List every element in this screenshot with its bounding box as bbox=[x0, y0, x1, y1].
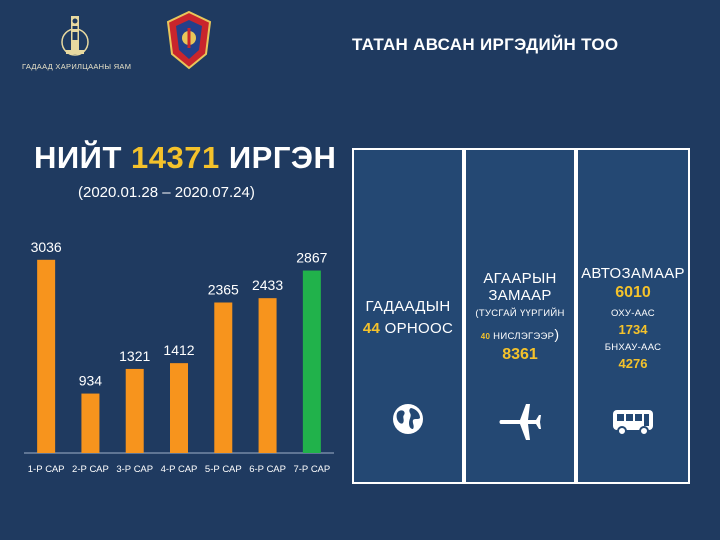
x-tick-label-1: 1-Р САР bbox=[28, 464, 65, 475]
x-tick-label-5: 5-Р САР bbox=[205, 464, 242, 475]
air-note-paren: ) bbox=[554, 326, 560, 342]
foreign-unit: ОРНООС bbox=[384, 320, 454, 337]
bar-value-label-1: 3036 bbox=[31, 239, 62, 255]
foreign-countries: 44 ОРНООС bbox=[354, 320, 462, 337]
police-badge-icon bbox=[166, 10, 212, 70]
bar-value-label-5: 2365 bbox=[208, 282, 239, 298]
date-range: (2020.01.28 – 2020.07.24) bbox=[78, 184, 255, 201]
bar-value-label-4: 1412 bbox=[163, 342, 194, 358]
monthly-bar-chart: 3036 1-Р САР 934 2-Р САР 1321 3-Р САР 1412 4-Р … bbox=[18, 205, 340, 480]
bar-value-label-6: 2433 bbox=[252, 277, 283, 293]
page-title: ТАТАН АВСАН ИРГЭДИЙН ТОО bbox=[352, 35, 619, 54]
panel-air: АГААРЫН ЗАМААР (ТУСГАЙ ҮҮРГИЙН 40 НИСЛЭГ… bbox=[464, 148, 576, 484]
bar-6 bbox=[258, 298, 277, 453]
air-note-suffix: НИСЛЭГЭЭР bbox=[493, 331, 555, 342]
panel-road: АВТОЗАМААР 6010 ОХУ-ААС 1734 БНХАУ-ААС 4… bbox=[576, 148, 690, 484]
bar-3 bbox=[125, 368, 144, 453]
soyombo-emblem-icon bbox=[61, 16, 89, 56]
panel-foreign: ГАДААДЫН 44 ОРНООС bbox=[352, 148, 464, 484]
bar-chart-svg: 3036 1-Р САР 934 2-Р САР 1321 3-Р САР 1412 4-Р … bbox=[24, 239, 334, 475]
road-sub1-value: 1734 bbox=[618, 322, 648, 337]
total-prefix: НИЙТ bbox=[34, 140, 122, 175]
globe-icon bbox=[393, 404, 423, 434]
air-title-line2: ЗАМААР bbox=[488, 287, 552, 304]
bus-icon bbox=[613, 410, 653, 436]
bar-4 bbox=[170, 363, 188, 453]
road-sub2-label: БНХАУ-ААС bbox=[604, 342, 662, 353]
bar-5 bbox=[214, 302, 233, 453]
bar-value-label-2: 934 bbox=[79, 373, 103, 389]
x-tick-label-4: 4-Р САР bbox=[161, 464, 198, 475]
bar-value-label-7: 2867 bbox=[296, 250, 327, 266]
air-flight-count: 40 bbox=[480, 332, 491, 341]
total-headline: НИЙТ 14371 ИРГЭН bbox=[34, 140, 336, 176]
road-sub2-value: 4276 bbox=[618, 356, 648, 371]
air-title-line1: АГААРЫН bbox=[483, 270, 557, 287]
arrival-panels: ГАДААДЫН 44 ОРНООС АГААРЫН ЗАМААР (ТУСГА… bbox=[352, 148, 690, 486]
road-sub1-label: ОХУ-ААС bbox=[611, 308, 655, 319]
x-tick-label-6: 6-Р САР bbox=[249, 464, 286, 475]
foreign-title: ГАДААДЫН bbox=[365, 298, 451, 315]
bar-value-label-3: 1321 bbox=[119, 348, 150, 364]
air-total: 8361 bbox=[502, 346, 538, 363]
bar-7 bbox=[302, 270, 321, 453]
bar-2 bbox=[81, 393, 100, 453]
foreign-count: 44 bbox=[362, 320, 381, 337]
bar-1 bbox=[37, 259, 56, 453]
road-title: АВТОЗАМААР bbox=[581, 265, 685, 282]
total-suffix: ИРГЭН bbox=[228, 140, 337, 175]
x-tick-label-7: 7-Р САР bbox=[293, 464, 330, 475]
ministry-caption: ГАДААД ХАРИЛЦААНЫ ЯАМ bbox=[22, 62, 132, 71]
ministry-logo: ГАДААД ХАРИЛЦААНЫ ЯАМ bbox=[22, 12, 152, 74]
total-number: 14371 bbox=[131, 140, 220, 175]
airplane-icon bbox=[499, 404, 541, 440]
air-note-prefix: (ТУСГАЙ ҮҮРГИЙН bbox=[475, 308, 565, 319]
road-total: 6010 bbox=[615, 284, 651, 301]
air-note: 40 НИСЛЭГЭЭР) bbox=[466, 326, 574, 342]
x-tick-label-2: 2-Р САР bbox=[72, 464, 109, 475]
x-tick-label-3: 3-Р САР bbox=[116, 464, 153, 475]
